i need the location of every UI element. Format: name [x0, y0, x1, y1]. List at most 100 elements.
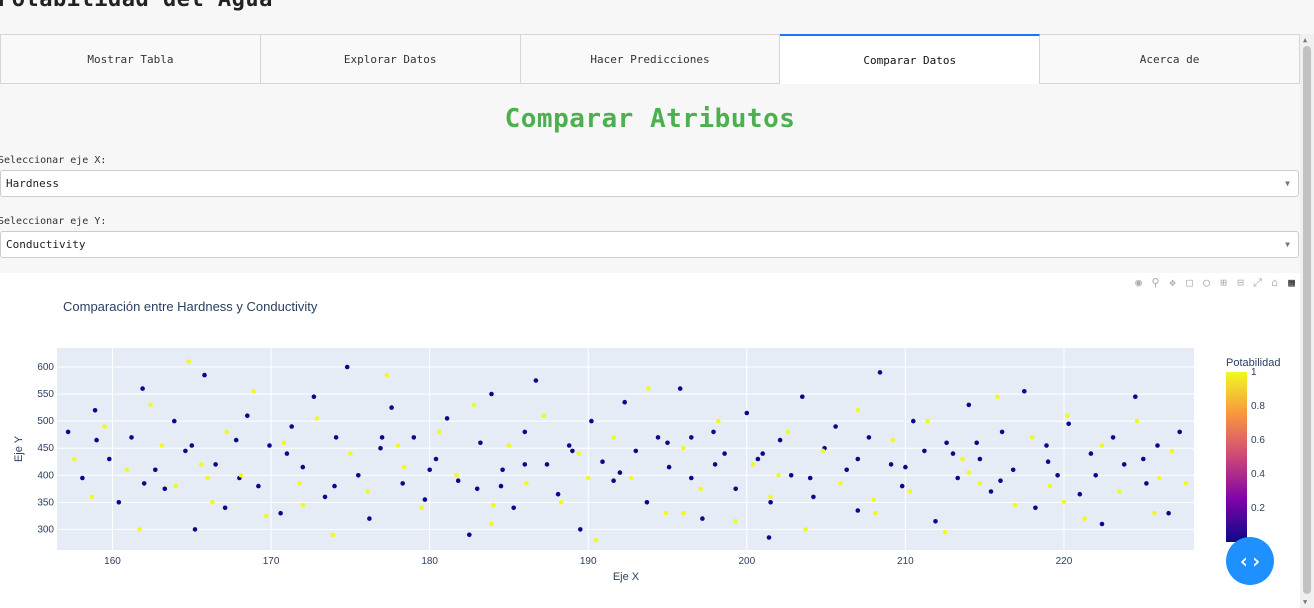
tab-acerca-de[interactable]: Acerca de: [1040, 34, 1300, 84]
scatter-point: [1156, 475, 1162, 481]
scatter-point: [766, 535, 772, 540]
scatter-point: [1055, 473, 1060, 478]
scatter-point: [322, 494, 328, 500]
scatter-point: [116, 500, 122, 505]
scatter-point: [966, 470, 972, 475]
y-tick-label: 500: [37, 416, 54, 427]
tab-hacer-predicciones[interactable]: Hacer Predicciones: [520, 34, 781, 84]
scatter-point: [622, 399, 627, 405]
scatter-point: [1155, 443, 1160, 448]
scatter-point: [665, 440, 670, 446]
scatter-point: [611, 478, 616, 483]
scatter-point: [427, 467, 433, 473]
scatter-point: [1121, 462, 1127, 467]
scatter-point: [297, 481, 302, 486]
scatter-point: [844, 467, 849, 473]
scatter-point: [655, 435, 661, 440]
scatter-point: [379, 435, 385, 440]
scatter-chart[interactable]: Comparación entre Hardness y Conductivit…: [0, 273, 1300, 608]
scatter-point: [395, 443, 401, 448]
scatter-point: [65, 429, 71, 435]
scatter-point: [1022, 389, 1027, 394]
scatter-point: [681, 445, 686, 451]
scatter-point: [689, 435, 694, 440]
scatter-point: [960, 456, 965, 462]
lasso-icon[interactable]: ◯: [1203, 276, 1210, 289]
plot-area: [57, 348, 1194, 550]
scatter-point: [436, 429, 442, 435]
scatter-point: [744, 410, 750, 416]
scatter-point: [788, 473, 794, 478]
scatter-point: [1082, 516, 1087, 521]
scatter-point: [811, 494, 816, 500]
plotly-logo-icon[interactable]: ▦: [1288, 276, 1295, 289]
colorbar-tick-label: 0.2: [1251, 503, 1265, 514]
scatter-point: [478, 440, 483, 446]
scatter-point: [238, 473, 244, 478]
pan-icon[interactable]: ✥: [1169, 276, 1176, 289]
scatter-point: [1064, 413, 1070, 418]
scatter-point: [776, 473, 781, 478]
scatter-point: [733, 486, 738, 492]
scatter-point: [213, 462, 218, 467]
scatter-point: [183, 448, 188, 454]
tab-mostrar-tabla[interactable]: Mostrar Tabla: [0, 34, 261, 84]
scatter-point: [1045, 459, 1051, 464]
scatter-point: [600, 459, 605, 464]
camera-icon[interactable]: ◉: [1135, 276, 1142, 289]
scatter-point: [210, 500, 215, 505]
scatter-point: [1010, 467, 1016, 473]
box-select-icon[interactable]: □: [1186, 276, 1193, 289]
plot-modebar: ◉ ⚲ ✥ □ ◯ ⊞ ⊟ ⤢ ⌂ ▦: [1132, 276, 1298, 290]
scatter-point: [522, 462, 528, 467]
zoom-icon[interactable]: ⚲: [1151, 276, 1160, 289]
scatter-point: [289, 424, 295, 429]
y-axis-dropdown[interactable]: Conductivity ▼: [0, 231, 1299, 258]
scatter-point: [256, 483, 261, 489]
zoom-out-icon[interactable]: ⊟: [1237, 276, 1244, 289]
zoom-in-icon[interactable]: ⊞: [1220, 276, 1227, 289]
scatter-point: [419, 505, 425, 511]
scatter-point: [585, 475, 591, 481]
scatter-point: [124, 467, 130, 473]
scatter-point: [995, 394, 1000, 399]
scatter-point: [284, 451, 290, 456]
scatter-point: [578, 527, 583, 532]
scatter-point: [1044, 443, 1049, 448]
code-toggle-button[interactable]: ‹›: [1226, 537, 1274, 585]
scatter-point: [712, 462, 718, 467]
page-scrollbar[interactable]: ▲ ▼: [1300, 34, 1314, 608]
colorbar-tick-label: 0.6: [1251, 435, 1265, 446]
scroll-up-icon[interactable]: ▲: [1303, 36, 1308, 44]
tab-comparar-datos[interactable]: Comparar Datos: [780, 34, 1041, 84]
scatter-point: [454, 473, 459, 478]
scatter-point: [222, 505, 228, 511]
scatter-point: [866, 435, 872, 440]
scatter-point: [173, 483, 179, 489]
scatter-point: [300, 502, 306, 508]
scatter-point: [755, 456, 761, 462]
scatter-point: [433, 456, 439, 462]
tab-explorar-datos[interactable]: Explorar Datos: [260, 34, 521, 84]
scatter-point: [555, 491, 561, 497]
y-axis-value: Conductivity: [6, 238, 86, 251]
y-tick-label: 350: [37, 497, 54, 508]
scatter-point: [533, 378, 539, 383]
scatter-point: [933, 519, 938, 524]
x-axis-dropdown[interactable]: Hardness ▼: [0, 170, 1299, 197]
autoscale-icon[interactable]: ⤢: [1253, 276, 1262, 289]
scatter-point: [402, 464, 407, 470]
scroll-down-icon[interactable]: ▼: [1303, 598, 1308, 606]
scatter-point: [172, 418, 177, 424]
series-potabilidad-1: [72, 359, 1189, 543]
reset-axes-icon[interactable]: ⌂: [1271, 276, 1278, 289]
y-axis-title: Eje Y: [13, 435, 25, 462]
colorbar-tick-label: 1: [1251, 367, 1257, 378]
scatter-point: [890, 437, 895, 443]
colorbar-ticks: 0.2 0.4 0.6 0.8 1: [1251, 367, 1265, 514]
scrollbar-thumb[interactable]: [1303, 46, 1311, 594]
scatter-point: [186, 359, 191, 364]
x-axis-title: Eje X: [613, 571, 640, 583]
scatter-point: [593, 538, 599, 543]
scatter-point: [644, 500, 650, 505]
